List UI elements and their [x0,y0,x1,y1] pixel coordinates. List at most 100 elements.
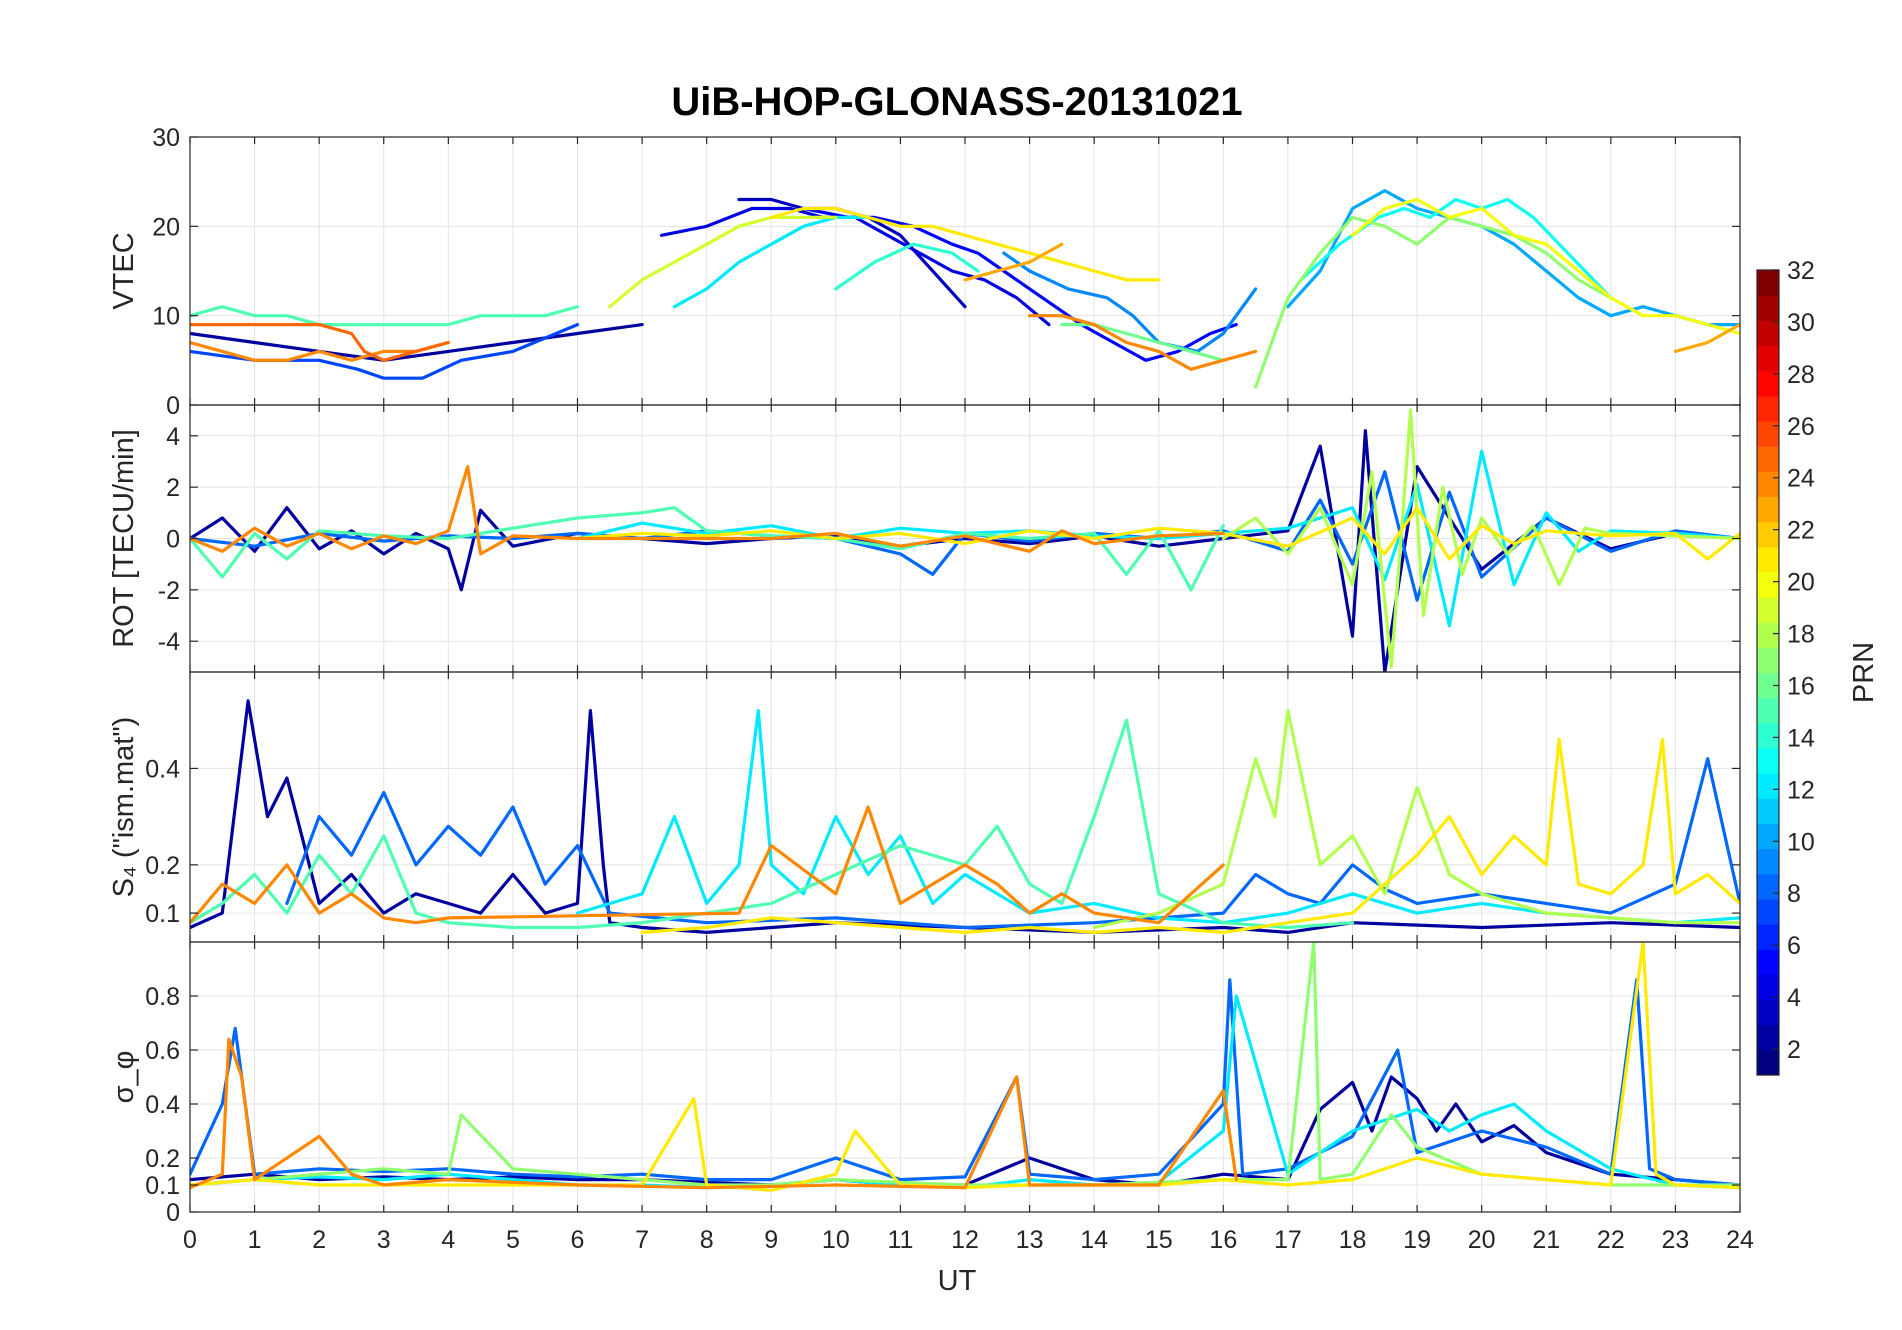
colorbar-swatch [1757,823,1779,850]
x-tick-label: 22 [1597,1226,1625,1254]
y-tick-label: 0 [166,526,180,554]
rot-series-prn-18 [1221,408,1740,669]
colorbar-swatch [1757,898,1779,925]
x-tick-label: 16 [1209,1226,1237,1254]
vtec-y-axis-label: VTEC [108,232,140,309]
vtec-series-prn-24 [190,340,450,362]
x-tick-label: 19 [1403,1226,1431,1254]
vtec-series-prn-19 [608,215,838,309]
colorbar-swatch [1757,949,1779,975]
x-tick-label: 9 [764,1226,778,1254]
colorbar-tick-label: 30 [1787,309,1815,337]
y-tick-label: 4 [166,423,180,451]
x-tick-label: 0 [183,1226,197,1254]
colorbar-swatch [1757,597,1779,623]
x-tick-label: 5 [506,1226,520,1254]
rot-series-prn-8 [190,470,1740,602]
y-tick-label: 0.6 [145,1037,180,1065]
colorbar-swatch [1757,924,1779,950]
colorbar-swatch [1757,370,1779,397]
colorbar-label: PRN [1848,642,1880,703]
x-tick-label: 20 [1468,1226,1496,1254]
panel-sigma: 00.10.2 0.4 0.6 0.8 σ_φ [108,941,1741,1227]
x-tick-label: 10 [822,1226,850,1254]
y-tick-label: -2 [158,577,180,605]
colorbar-swatch [1757,496,1779,523]
vtec-series-prn-17 [1254,215,1613,389]
x-tick-label: 24 [1726,1226,1754,1254]
vtec-series-prn-9 [1002,251,1258,353]
colorbar-frame [1756,269,1780,1076]
colorbar-swatch [1757,974,1779,1001]
colorbar-swatch [1757,672,1779,699]
y-tick-label: 0.1 [145,900,180,928]
panel-s4: 0.1 0.2 0.4S₄ ("ism.mat") [108,671,1741,943]
y-tick-label: 0.8 [145,983,180,1011]
colorbar-swatch [1757,446,1779,472]
colorbar-tick-label: 12 [1787,776,1815,804]
colorbar-swatch [1757,722,1779,749]
x-axis-label: UT [938,1265,977,1297]
colorbar-swatch [1757,395,1779,422]
y-tick-label: -4 [158,628,180,656]
chart-title: UiB-HOP-GLONASS-20131021 [671,80,1242,124]
colorbar-swatch [1757,1024,1779,1051]
colorbar-swatch [1757,773,1779,799]
x-tick-label: 2 [312,1226,326,1254]
vtec-series-prn-10 [1286,189,1740,327]
sigma-series-prn-12 [190,994,1740,1190]
y-tick-label: 0.2 [145,1145,180,1173]
x-tick-label: 4 [441,1226,455,1254]
colorbar-swatch [1757,345,1779,372]
x-tick-label: 14 [1080,1226,1108,1254]
colorbar-tick-label: 8 [1787,880,1801,908]
s4-y-axis-label: S₄ ("ism.mat") [108,717,140,898]
colorbar-swatch [1757,521,1779,548]
colorbar-tick-label: 28 [1787,361,1815,389]
s4-series-prn-18 [1092,709,1740,930]
rot-series-group [190,408,1740,672]
x-tick-label: 11 [887,1226,913,1254]
y-tick-label: 0.4 [145,755,180,783]
panel-rot: -4 -2 0 2 4 ROT [TECU/min] [108,404,1741,673]
s4-series-prn-2 [190,699,1740,934]
x-tick-label: 13 [1016,1226,1044,1254]
colorbar-tick-label: 22 [1787,517,1815,545]
colorbar-swatch [1757,873,1779,900]
colorbar-swatch [1757,622,1779,648]
colorbar-tick-label: 2 [1787,1036,1801,1064]
y-tick-label: 2 [166,474,180,502]
colorbar-swatch [1757,295,1779,321]
colorbar-swatch [1757,697,1779,724]
colorbar-tick-label: 26 [1787,413,1815,441]
colorbar-swatch [1757,647,1779,674]
colorbar-swatch [1757,798,1779,825]
colorbar-swatch [1757,270,1779,296]
colorbar-tick-label: 20 [1787,569,1815,597]
colorbar-tick-label: 16 [1787,672,1815,700]
x-tick-label: 18 [1339,1226,1367,1254]
vtec-series-prn-15 [190,305,580,327]
vtec-series-prn-20 [1350,197,1740,336]
colorbar-swatch [1757,571,1779,598]
colorbar-tick-label: 24 [1787,465,1815,493]
colorbar-swatch [1757,999,1779,1026]
vtec-series-group [190,189,1740,389]
x-tick-label: 7 [635,1226,649,1254]
vtec-series-prn-23 [1673,323,1740,353]
x-tick-label: 3 [377,1226,391,1254]
x-tick-label: 1 [248,1226,262,1254]
x-tick-label: 21 [1532,1226,1560,1254]
s4-series-group [190,699,1740,934]
y-tick-label: 20 [152,213,180,241]
y-tick-label: 0.2 [145,852,180,880]
colorbar-swatch [1757,747,1779,774]
colorbar-swatch [1757,320,1779,347]
rot-series-prn-24 [190,465,1225,556]
sigma-y-axis-label: σ_φ [108,1051,140,1104]
colorbar-tick-label: 18 [1787,621,1815,649]
x-tick-label: 12 [951,1226,979,1254]
s4-series-prn-24 [190,805,1225,925]
